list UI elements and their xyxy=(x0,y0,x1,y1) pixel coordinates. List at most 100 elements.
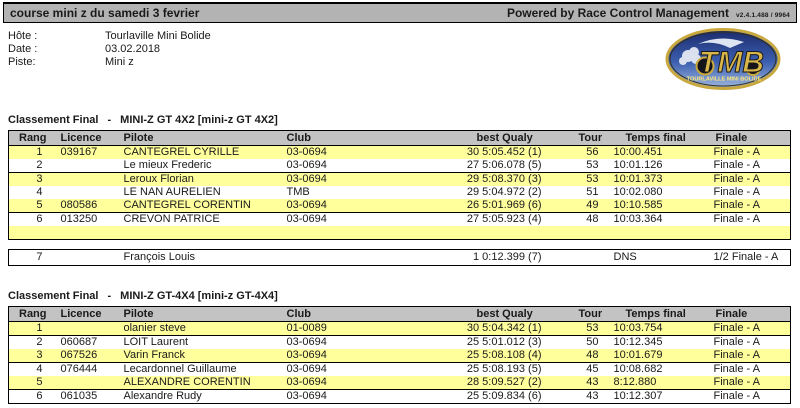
section-title-gt4x2: Classement Final - MINI-Z GT 4X2 [mini-z G… xyxy=(8,114,800,127)
cell-rang: 7 xyxy=(36,251,43,263)
wheel-icon xyxy=(745,60,761,76)
cell-rang: 3 xyxy=(36,173,43,185)
results-table-gt4x2: Rang Licence Pilote Club best Qualy Tour… xyxy=(8,130,791,240)
title-bar: course mini z du samedi 3 fevrier Powere… xyxy=(3,2,797,23)
cell-finale: Finale - A xyxy=(708,349,791,363)
cell-finale: Finale - A xyxy=(708,159,791,173)
cell-rang: 4 xyxy=(36,186,43,198)
table-row xyxy=(8,226,791,240)
cell-finale xyxy=(709,226,791,240)
cell-pilote: Leroux Florian xyxy=(123,173,194,185)
cell-temps-final: 10:12.307 xyxy=(613,390,663,402)
cell-tour: 53 xyxy=(548,321,607,336)
col-header-best-qualy: best Qualy xyxy=(456,130,549,146)
results-table-gt4x2-extra: 7 François Louis 1 0:12.399 (7) DNS 1/2 Fina… xyxy=(8,249,791,266)
cell-best-qualy: 25 5:09.834 (6) xyxy=(466,390,542,402)
col-header-temps-final: Temps final xyxy=(606,306,709,322)
wing-icon xyxy=(698,38,744,48)
table-row: 7 François Louis 1 0:12.399 (7) DNS 1/2 Fina… xyxy=(9,250,791,266)
cell-tour: 49 xyxy=(548,199,607,213)
table-header-row: Rang Licence Pilote Club best Qualy Tour… xyxy=(8,306,791,322)
cell-club: 03-0694 xyxy=(271,349,457,363)
cell-club: 03-0694 xyxy=(271,376,457,390)
cell-licence: 060687 xyxy=(60,336,98,348)
class-name: MINI-Z GT 4X2 [mini-z GT 4X2] xyxy=(120,114,278,126)
results-table-gt4x4: Rang Licence Pilote Club best Qualy Tour… xyxy=(8,306,791,404)
cell-club: 03-0694 xyxy=(286,390,327,402)
cell-club xyxy=(272,226,457,240)
powered-by-label: Powered by Race Control Management xyxy=(506,6,729,20)
cell-finale: Finale - A xyxy=(713,173,760,185)
col-header-licence: Licence xyxy=(46,306,111,322)
col-header-tour: Tour xyxy=(548,130,607,146)
table-row: 6 013250 CREVON PATRICE 03-0694 27 5:05.923 … xyxy=(9,213,791,227)
cell-licence xyxy=(46,376,111,390)
cell-rang: 3 xyxy=(8,349,47,363)
piste-value: Mini z xyxy=(105,56,134,68)
cell-temps-final: 10:08.682 xyxy=(613,363,663,375)
cell-licence xyxy=(47,250,111,266)
cell-pilote: ALEXANDRE CORENTIN xyxy=(110,376,272,390)
cell-temps-final: 10:03.364 xyxy=(613,213,663,225)
cell-tour: 48 xyxy=(586,213,599,225)
tmb-club-logo: TMB TOURLAVILLE MINI BOLIDE xyxy=(665,28,781,90)
col-header-pilote: Pilote xyxy=(110,306,272,322)
cell-club: 03-0694 xyxy=(286,336,327,348)
cell-club xyxy=(272,250,457,266)
cell-temps-final: 10:02.080 xyxy=(613,186,663,198)
cell-club: 03-0694 xyxy=(271,199,457,213)
table-row: 4 076444 Lecardonnel Guillaume 03-0694 25 5:… xyxy=(9,363,791,377)
table-row: 6 061035 Alexandre Rudy 03-0694 25 5:09.834 … xyxy=(9,390,791,404)
cell-temps-final: 8:12.880 xyxy=(606,376,709,390)
cell-best-qualy: 30 5:04.342 (1) xyxy=(456,321,549,336)
info-row-date: Date : 03.02.2018 xyxy=(8,43,800,56)
info-row-hote: Hôte : Tourlaville Mini Bolide xyxy=(8,30,800,43)
cell-licence xyxy=(47,226,111,240)
col-header-rang: Rang xyxy=(8,130,47,146)
cell-tour: 53 xyxy=(548,159,607,173)
cell-temps-final: 10:12.345 xyxy=(613,336,663,348)
cell-tour: 43 xyxy=(548,376,607,390)
cell-pilote: Alexandre Rudy xyxy=(123,390,202,402)
cell-tour xyxy=(549,226,607,240)
classement-label: Classement Final xyxy=(8,290,99,302)
cell-finale: Finale - A xyxy=(713,363,760,375)
cell-finale: Finale - A xyxy=(713,213,760,225)
cell-pilote: LE NAN AURELIEN xyxy=(123,186,221,198)
cell-best-qualy: 26 5:01.969 (6) xyxy=(456,199,549,213)
col-header-pilote: Pilote xyxy=(110,130,272,146)
cell-licence xyxy=(46,321,111,336)
class-name: MINI-Z GT-4X4 [mini-z GT-4X4] xyxy=(120,290,278,302)
cell-temps-final: 10:00.451 xyxy=(613,146,663,158)
cell-club: 01-0089 xyxy=(271,321,457,336)
cell-best-qualy: 25 5:01.012 (3) xyxy=(466,336,542,348)
col-header-licence: Licence xyxy=(46,130,111,146)
table-row: 2 Le mieux Frederic 03-0694 27 5:06.078 (5)… xyxy=(8,159,791,173)
table-header-row: Rang Licence Pilote Club best Qualy Tour… xyxy=(8,130,791,146)
cell-rang: 5 xyxy=(8,199,47,213)
cell-best-qualy xyxy=(457,226,549,240)
cell-rang: 2 xyxy=(8,159,47,173)
cell-club: 03-0694 xyxy=(271,159,457,173)
cell-finale: Finale - A xyxy=(713,186,760,198)
cell-best-qualy: 25 5:08.108 (4) xyxy=(456,349,549,363)
col-header-finale: Finale xyxy=(708,130,791,146)
col-header-temps-final: Temps final xyxy=(606,130,709,146)
cell-club: TMB xyxy=(286,186,310,198)
cell-tour xyxy=(549,250,607,266)
col-header-finale: Finale xyxy=(708,306,791,322)
cell-rang: 1 xyxy=(8,321,47,336)
col-header-club: Club xyxy=(271,130,457,146)
cell-pilote: Le mieux Frederic xyxy=(110,159,272,173)
cell-rang: 2 xyxy=(36,336,43,348)
cell-tour: 43 xyxy=(586,390,599,402)
cell-temps-final: 10:01.126 xyxy=(606,159,709,173)
cell-rang xyxy=(9,226,47,240)
cell-pilote xyxy=(111,226,272,240)
cell-pilote: CANTEGREL CYRILLE xyxy=(123,146,240,158)
table-row: 2 060687 LOIT Laurent 03-0694 25 5:01.012 (3… xyxy=(9,336,791,350)
table-row: 4 LE NAN AURELIEN TMB 29 5:04.972 (2) 51 10:0… xyxy=(9,186,791,199)
cell-licence: 076444 xyxy=(60,363,98,375)
cell-finale: Finale - A xyxy=(708,199,791,213)
cell-tour: 53 xyxy=(586,173,599,185)
